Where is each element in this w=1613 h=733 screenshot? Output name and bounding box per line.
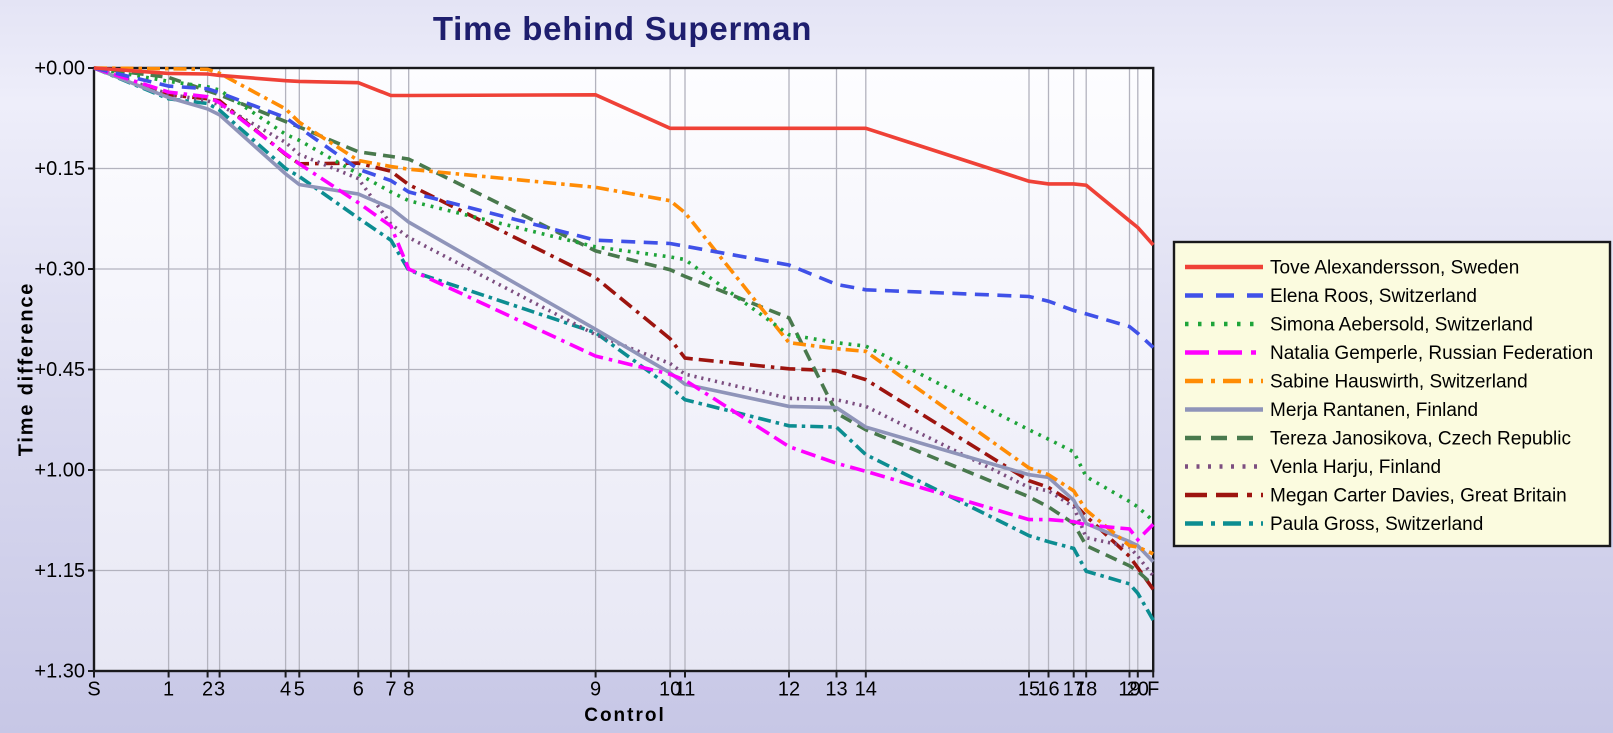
- svg-text:Paula Gross, Switzerland: Paula Gross, Switzerland: [1270, 514, 1483, 535]
- svg-text:10: 10: [659, 679, 681, 701]
- svg-text:7: 7: [385, 679, 396, 701]
- svg-text:2: 2: [202, 679, 213, 701]
- svg-text:8: 8: [403, 679, 414, 701]
- svg-text:S: S: [87, 679, 100, 701]
- svg-text:Tereza Janosikova, Czech Repub: Tereza Janosikova, Czech Republic: [1270, 429, 1571, 450]
- svg-text:+0.30: +0.30: [34, 259, 85, 281]
- svg-text:4: 4: [280, 679, 291, 701]
- svg-text:+0.00: +0.00: [34, 58, 85, 80]
- svg-text:Sabine Hauswirth, Switzerland: Sabine Hauswirth, Switzerland: [1270, 372, 1528, 393]
- svg-text:9: 9: [590, 679, 601, 701]
- svg-text:+1.15: +1.15: [34, 560, 85, 582]
- svg-text:17: 17: [1063, 679, 1085, 701]
- svg-text:+0.15: +0.15: [34, 158, 85, 180]
- svg-text:F: F: [1147, 679, 1159, 701]
- svg-text:20: 20: [1127, 679, 1149, 701]
- svg-text:11: 11: [675, 679, 696, 701]
- svg-text:16: 16: [1037, 679, 1059, 701]
- svg-text:Time difference: Time difference: [16, 282, 38, 456]
- svg-text:19: 19: [1118, 679, 1140, 701]
- svg-text:5: 5: [294, 679, 305, 701]
- svg-text:Merja Rantanen, Finland: Merja Rantanen, Finland: [1270, 400, 1478, 421]
- svg-text:Control: Control: [584, 705, 666, 726]
- svg-text:+1.00: +1.00: [34, 460, 85, 482]
- svg-text:Megan Carter Davies, Great Bri: Megan Carter Davies, Great Britain: [1270, 486, 1567, 507]
- svg-text:Venla Harju, Finland: Venla Harju, Finland: [1270, 457, 1441, 478]
- svg-text:1: 1: [163, 679, 174, 701]
- svg-text:Time behind Superman: Time behind Superman: [433, 10, 812, 47]
- svg-text:Elena Roos, Switzerland: Elena Roos, Switzerland: [1270, 286, 1477, 307]
- svg-text:Simona Aebersold, Switzerland: Simona Aebersold, Switzerland: [1270, 315, 1533, 336]
- svg-text:3: 3: [214, 679, 225, 701]
- svg-text:6: 6: [353, 679, 364, 701]
- svg-text:13: 13: [825, 679, 847, 701]
- svg-text:+1.30: +1.30: [34, 661, 85, 683]
- svg-text:14: 14: [855, 679, 877, 701]
- svg-text:+0.45: +0.45: [34, 359, 85, 381]
- svg-text:18: 18: [1075, 679, 1097, 701]
- svg-text:12: 12: [778, 679, 800, 701]
- svg-text:15: 15: [1018, 679, 1040, 701]
- svg-text:Natalia Gemperle, Russian Fede: Natalia Gemperle, Russian Federation: [1270, 343, 1593, 364]
- svg-text:Tove Alexandersson, Sweden: Tove Alexandersson, Sweden: [1270, 258, 1519, 279]
